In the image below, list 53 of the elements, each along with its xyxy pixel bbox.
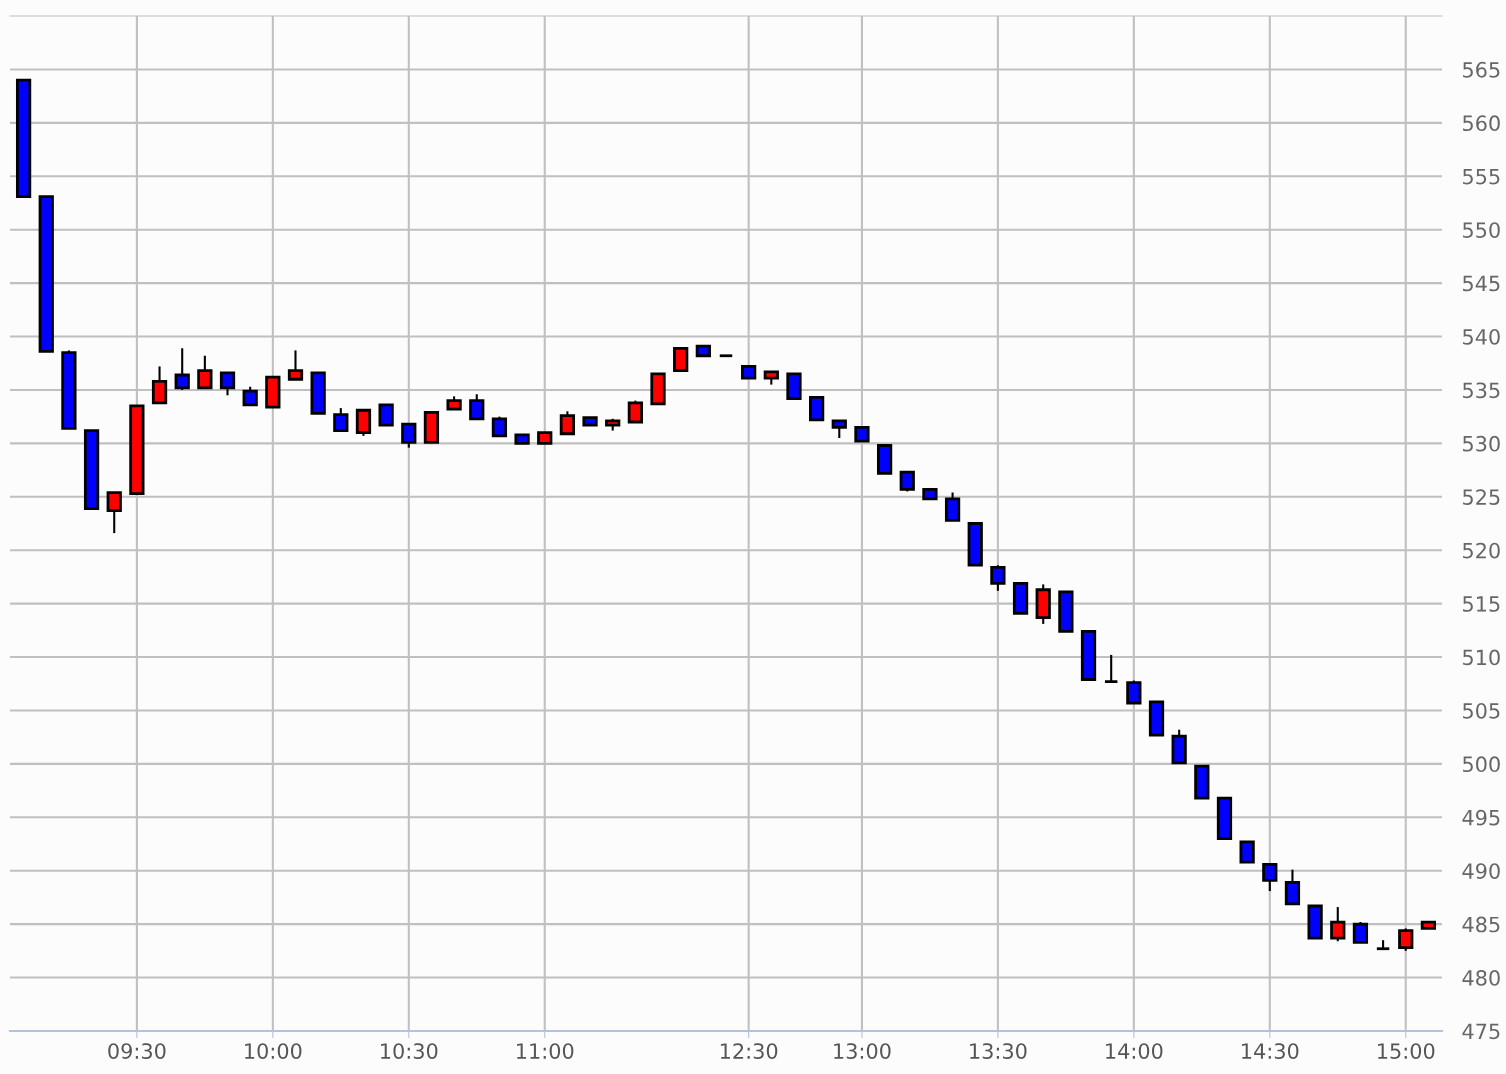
x-tick-label: 11:00 <box>517 1043 574 1059</box>
y-tick-label: 505 <box>1463 702 1500 719</box>
candlestick <box>809 396 825 422</box>
x-tick-label: 13:00 <box>834 1043 891 1059</box>
x-tick-label: 12:30 <box>720 1043 778 1059</box>
candlestick <box>673 346 689 373</box>
y-tick-label: 555 <box>1463 168 1500 185</box>
x-tick-label: 15:00 <box>1378 1043 1435 1059</box>
candlestick <box>287 349 304 381</box>
candlestick <box>1103 653 1119 684</box>
x-tick-label: 09:30 <box>108 1043 166 1059</box>
y-tick-label: 510 <box>1463 649 1500 666</box>
candlestick <box>401 422 417 449</box>
candlestick <box>990 564 1006 592</box>
candlestick <box>1352 920 1369 944</box>
y-tick-label: 545 <box>1463 275 1500 292</box>
y-tick-label: 500 <box>1463 756 1500 773</box>
candlestick <box>1330 906 1346 943</box>
candlestick <box>1262 862 1278 893</box>
candlestick <box>219 371 236 397</box>
candlestick <box>197 354 213 390</box>
y-tick-label: 565 <box>1463 61 1500 78</box>
x-tick-label: 10:00 <box>245 1043 302 1059</box>
candlestick <box>469 393 485 421</box>
x-tick-label: 13:30 <box>970 1043 1027 1059</box>
candlestick <box>333 407 349 432</box>
y-tick-label: 475 <box>1462 1023 1500 1040</box>
candlestick <box>242 385 258 407</box>
candlestick <box>1284 868 1301 906</box>
y-tick-label: 520 <box>1463 542 1500 559</box>
candlestick <box>944 491 961 522</box>
y-tick-label: 485 <box>1462 916 1500 933</box>
x-tick-label: 10:30 <box>381 1043 438 1059</box>
candlestick <box>378 403 394 427</box>
candlestick <box>559 410 576 436</box>
y-tick-label: 560 <box>1463 115 1500 132</box>
y-tick-label: 530 <box>1463 435 1500 452</box>
y-tick-label: 480 <box>1462 970 1500 986</box>
y-tick-label: 535 <box>1463 382 1500 399</box>
candlestick <box>1398 927 1414 952</box>
x-tick-label: 14:30 <box>1242 1043 1299 1059</box>
candlestick <box>355 408 372 437</box>
candlestick <box>174 347 190 391</box>
y-tick-label: 540 <box>1463 328 1500 345</box>
y-tick-label: 525 <box>1463 489 1500 505</box>
y-tick-label: 495 <box>1462 809 1500 826</box>
y-tick-label: 515 <box>1463 596 1500 612</box>
y-tick-label: 550 <box>1463 222 1500 238</box>
x-tick-label: 14:00 <box>1106 1043 1163 1059</box>
candlestick <box>106 491 122 535</box>
candlestick <box>151 365 168 405</box>
candlestick <box>1239 840 1255 864</box>
y-tick-label: 490 <box>1462 863 1500 879</box>
